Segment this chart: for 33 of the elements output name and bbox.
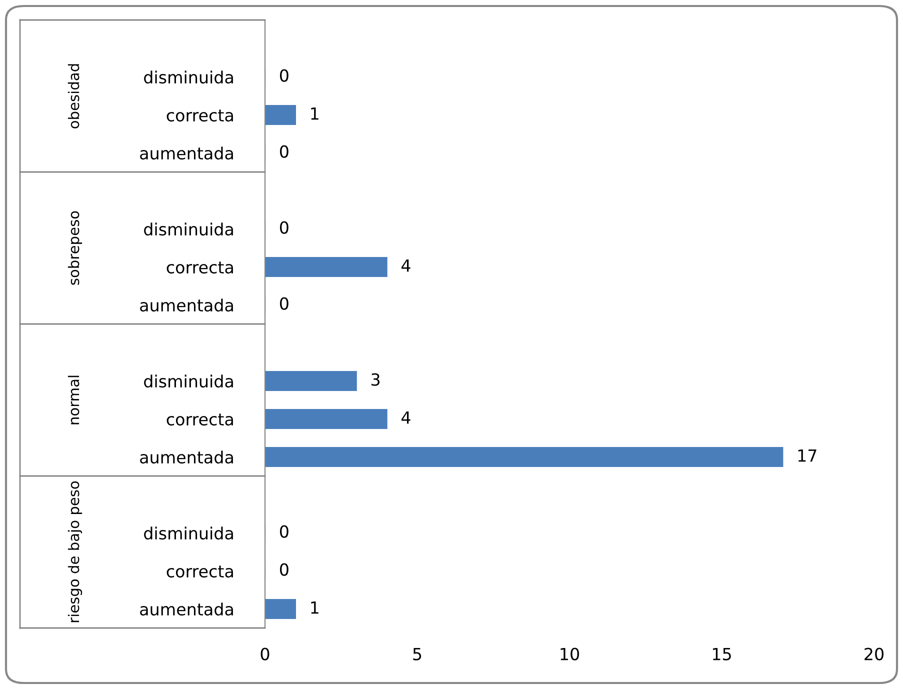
data-label: 0: [280, 221, 288, 234]
y-tick-label: disminuida: [144, 222, 233, 236]
data-label: 0: [280, 145, 288, 158]
y-tick-label: disminuida: [144, 374, 233, 388]
data-label: 4: [402, 411, 410, 424]
data-label: 0: [280, 297, 288, 310]
y-tick-label: disminuida: [144, 70, 233, 84]
y-tick-label: aumentada: [140, 298, 233, 312]
data-label: 0: [280, 69, 288, 82]
y-tick-label: aumentada: [140, 450, 233, 464]
y-tick-label: correcta: [166, 566, 233, 578]
x-tick-label: 15: [712, 648, 731, 660]
x-tick-label: 5: [413, 648, 422, 660]
y-tick-label: correcta: [166, 414, 233, 426]
data-label: 0: [280, 525, 288, 538]
x-tick-label: 10: [560, 648, 579, 660]
x-tick-label: 0: [260, 648, 270, 660]
data-label: 17: [798, 449, 816, 462]
data-label: 0: [280, 563, 288, 576]
text: obesidad: [68, 64, 80, 128]
text: normal: [68, 376, 80, 424]
text: sobrepeso: [68, 211, 82, 285]
data-label: 4: [402, 259, 410, 272]
y-tick-label: aumentada: [140, 602, 233, 616]
x-tick-label: 20: [864, 648, 884, 660]
data-label: 1: [311, 107, 318, 120]
y-tick-label: disminuida: [144, 526, 233, 540]
y-tick-label: correcta: [166, 262, 233, 274]
data-label: 3: [372, 373, 380, 386]
text: riesgo de bajo peso: [68, 481, 82, 622]
y-tick-label: correcta: [166, 110, 233, 122]
y-tick-label: aumentada: [140, 146, 233, 160]
data-label: 1: [311, 601, 318, 614]
